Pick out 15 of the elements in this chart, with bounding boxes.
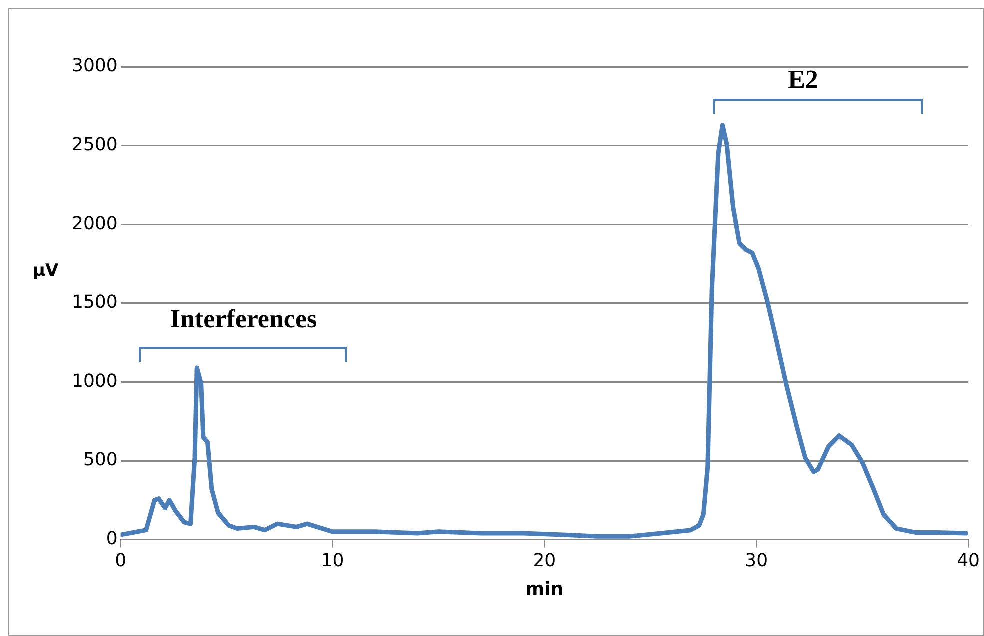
x-tick-label: 20 [533,550,556,572]
y-tick-label: 3000 [72,56,118,77]
x-axis-title: min [526,578,564,600]
annotation: Interferences [170,304,318,334]
y-tick-label: 2500 [72,134,118,156]
y-tick-label: 0 [106,528,118,550]
y-axis-title: µV [33,261,59,281]
y-tick-label: 1000 [72,370,118,392]
y-tick-label: 500 [83,450,118,471]
x-tick-label: 30 [745,550,768,572]
x-tick-label: 10 [321,550,344,572]
x-tick-label: 40 [957,550,980,572]
y-tick-label: 2000 [72,213,118,234]
y-tick-label: 1500 [72,292,118,314]
annotation: E2 [788,64,818,94]
